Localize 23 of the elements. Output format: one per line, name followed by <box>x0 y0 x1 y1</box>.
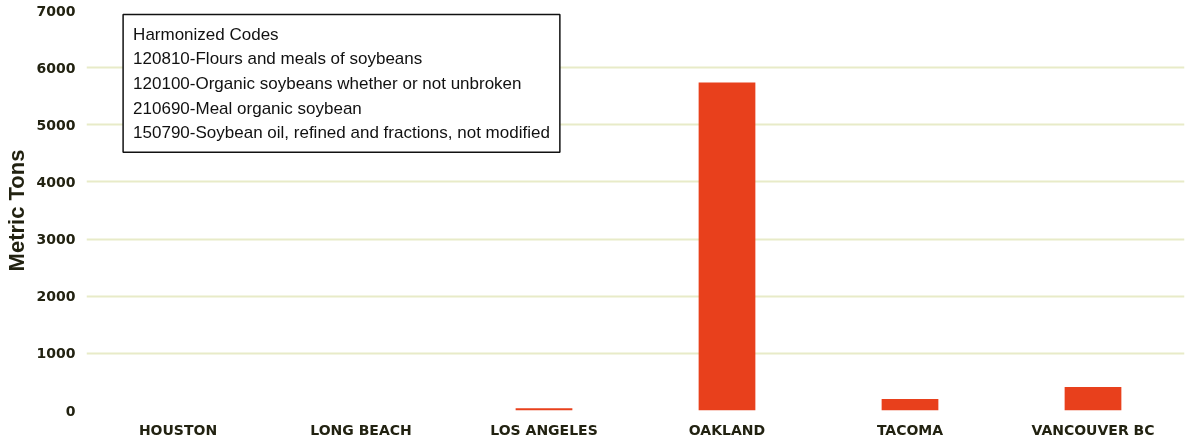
y-tick-label: 3000 <box>36 231 76 248</box>
x-tick-label: LOS ANGELES <box>490 421 598 438</box>
x-tick-label: OAKLAND <box>688 421 766 438</box>
x-tick-label: LONG BEACH <box>310 421 412 438</box>
bar <box>1064 387 1122 411</box>
y-tick-label: 0 <box>65 402 76 419</box>
x-tick-label: VANCOUVER BC <box>1031 421 1155 438</box>
y-axis-title: Metric Tons <box>3 149 29 272</box>
y-tick-label: 4000 <box>36 173 76 190</box>
y-tick-label: 5000 <box>36 116 76 133</box>
annotation: 210690-Meal organic soybean <box>133 98 362 118</box>
annotation: 150790-Soybean oil, refined and fractions, not modified <box>133 123 550 143</box>
annotation: 120100-Organic soybeans whether or not unbroken <box>133 73 522 93</box>
bar <box>698 82 756 411</box>
x-tick-label: HOUSTON <box>138 421 218 438</box>
y-tick-label: 2000 <box>36 288 76 305</box>
y-tick-label: 1000 <box>36 345 76 362</box>
y-tick-label: 7000 <box>36 2 76 19</box>
annotation: Harmonized Codes <box>133 24 279 44</box>
y-tick-label: 6000 <box>36 59 76 76</box>
x-tick-label: TACOMA <box>876 421 944 438</box>
annotation: 120810-Flours and meals of soybeans <box>133 49 423 69</box>
bar <box>881 399 939 411</box>
